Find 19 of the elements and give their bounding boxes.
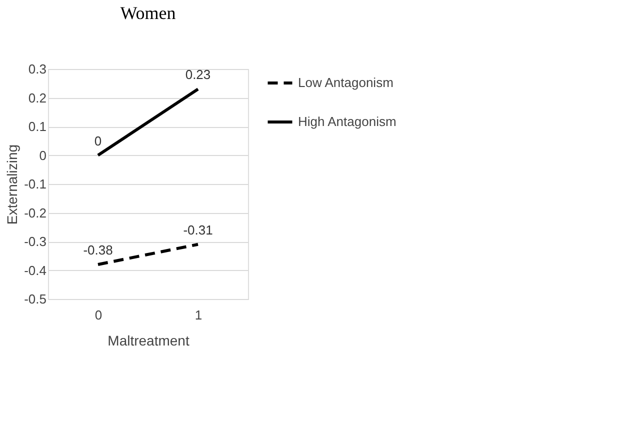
x-tick-label: 1 xyxy=(194,308,202,322)
y-tick-label: -0.4 xyxy=(24,262,46,278)
y-tick-label: 0.1 xyxy=(28,119,46,134)
y-tick-label: -0.1 xyxy=(24,176,46,192)
y-tick-label: -0.2 xyxy=(24,205,46,220)
data-label: 0.23 xyxy=(185,67,211,82)
y-tick-label: -0.5 xyxy=(24,292,46,306)
legend-label: High Antagonism xyxy=(298,114,396,129)
y-tick-label: 0.2 xyxy=(28,90,46,106)
data-label: 0 xyxy=(94,133,102,148)
y-axis-title: Externalizing xyxy=(4,144,20,225)
data-label: -0.31 xyxy=(183,222,213,238)
legend-label: Low Antagonism xyxy=(298,75,394,90)
y-tick-label: 0.3 xyxy=(28,62,46,76)
y-tick-label: 0 xyxy=(39,148,46,163)
y-tick-label: -0.3 xyxy=(24,234,46,249)
chart-title: Women xyxy=(120,3,176,23)
data-label: -0.38 xyxy=(83,242,113,258)
x-axis-title: Maltreatment xyxy=(108,332,190,348)
